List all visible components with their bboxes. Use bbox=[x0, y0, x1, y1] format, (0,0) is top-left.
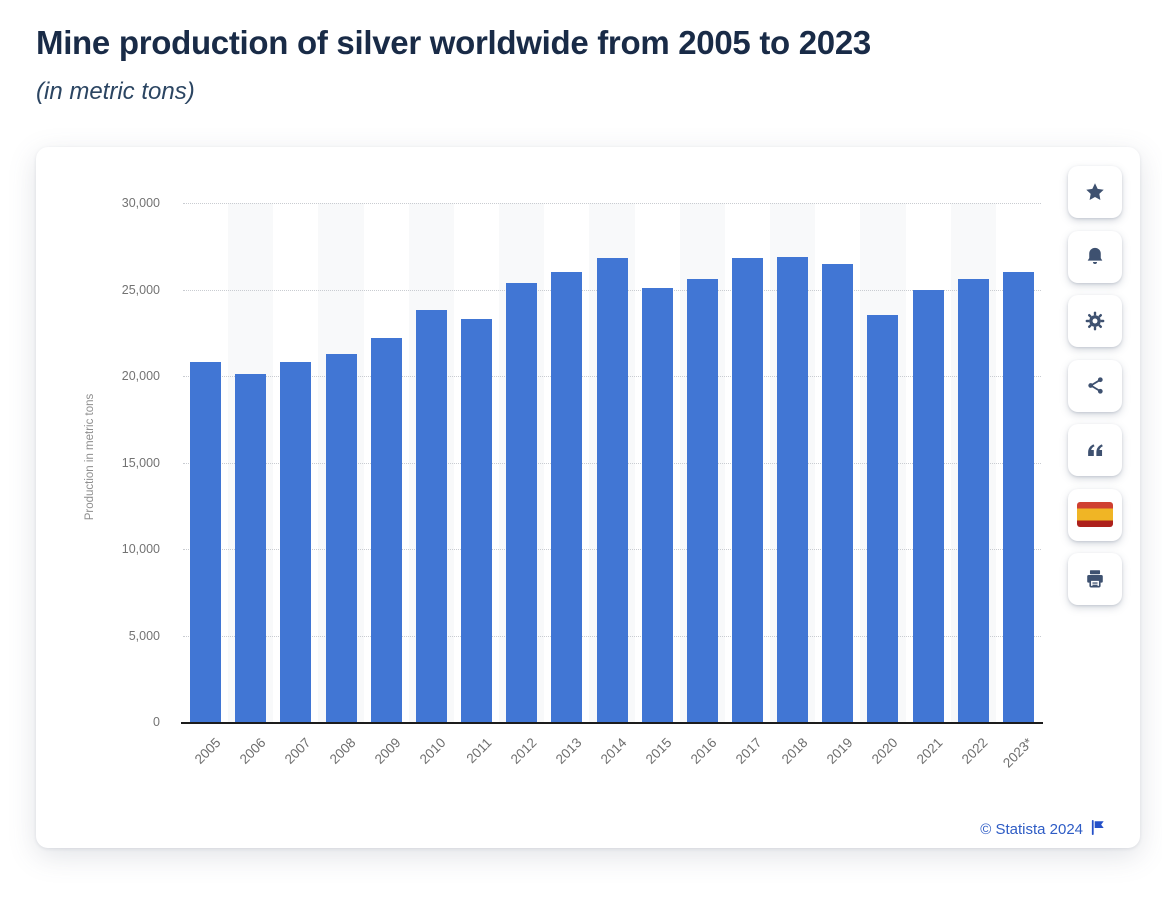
y-axis-tick-label: 20,000 bbox=[121, 369, 160, 383]
x-axis-label: 2018 bbox=[778, 735, 811, 767]
y-axis-tick-label: 30,000 bbox=[121, 196, 160, 210]
bar-2019[interactable] bbox=[822, 263, 854, 722]
bar-2015[interactable] bbox=[641, 287, 673, 722]
share-icon bbox=[1085, 375, 1106, 396]
y-axis-tick-label: 15,000 bbox=[121, 455, 160, 470]
bar-2008[interactable] bbox=[325, 353, 357, 722]
gear-icon bbox=[1084, 310, 1106, 332]
notifications-button[interactable] bbox=[1068, 230, 1122, 283]
bar-2007[interactable] bbox=[280, 362, 312, 722]
bar-2011[interactable] bbox=[461, 318, 493, 722]
x-axis-label: 2013 bbox=[552, 735, 585, 767]
x-axis-label: 2008 bbox=[326, 735, 359, 767]
bar-2013[interactable] bbox=[551, 272, 583, 722]
bar-2018[interactable] bbox=[777, 256, 809, 722]
statista-attribution-link[interactable]: © Statista 2024 bbox=[980, 819, 1105, 840]
y-axis-tick-label: 10,000 bbox=[121, 542, 160, 556]
x-axis-label: 2011 bbox=[462, 735, 495, 767]
y-axis-tick-label: 0 bbox=[153, 715, 160, 729]
x-axis-label: 2010 bbox=[417, 735, 449, 767]
bar-2012[interactable] bbox=[506, 282, 538, 722]
print-button[interactable] bbox=[1068, 553, 1122, 605]
y-axis-tick-label: 5,000 bbox=[128, 628, 160, 643]
x-axis-label: 2020 bbox=[868, 735, 901, 767]
report-flag-icon bbox=[1090, 819, 1105, 840]
star-icon bbox=[1084, 181, 1106, 203]
page-title: Mine production of silver worldwide from… bbox=[36, 24, 871, 61]
y-gridline bbox=[183, 203, 1041, 204]
chart-card: Production in metric tons 30,000 25,000 20… bbox=[36, 147, 1140, 848]
x-axis-label: 2016 bbox=[688, 735, 720, 767]
bar-2023[interactable] bbox=[1002, 272, 1034, 722]
spanish-version-button[interactable] bbox=[1068, 488, 1122, 541]
bar-2009[interactable] bbox=[370, 337, 402, 722]
x-axis-label: 2022 bbox=[959, 735, 991, 767]
x-axis-label: 2012 bbox=[507, 735, 540, 767]
x-axis-label: 2019 bbox=[823, 735, 856, 767]
x-axis-label: 2014 bbox=[597, 735, 630, 767]
x-axis-label: 2021 bbox=[913, 735, 946, 767]
page-subtitle: (in metric tons) bbox=[36, 78, 195, 105]
bar-2022[interactable] bbox=[957, 279, 989, 722]
bar-2020[interactable] bbox=[867, 315, 899, 722]
chart-toolbar bbox=[1068, 166, 1122, 605]
bell-icon bbox=[1084, 246, 1106, 268]
y-axis-title: Production in metric tons bbox=[84, 393, 96, 521]
y-axis-tick-label: 25,000 bbox=[121, 282, 160, 297]
x-axis-line bbox=[181, 722, 1043, 724]
bar-2006[interactable] bbox=[235, 374, 267, 722]
printer-icon bbox=[1084, 568, 1106, 590]
bar-2014[interactable] bbox=[596, 258, 628, 722]
x-axis-label: 2017 bbox=[733, 735, 766, 767]
cite-button[interactable] bbox=[1068, 424, 1122, 476]
x-axis-label: 2005 bbox=[191, 735, 224, 767]
quote-icon bbox=[1084, 439, 1106, 461]
attribution-text: © Statista 2024 bbox=[980, 821, 1083, 838]
bar-2016[interactable] bbox=[686, 279, 718, 722]
x-axis-label: 2007 bbox=[281, 735, 314, 767]
chart-plot: Production in metric tons 30,000 25,000 20… bbox=[36, 147, 1140, 848]
bar-2005[interactable] bbox=[190, 362, 222, 722]
share-button[interactable] bbox=[1068, 359, 1122, 412]
bar-2010[interactable] bbox=[415, 310, 447, 722]
x-axis-label: 2015 bbox=[642, 735, 675, 767]
settings-button[interactable] bbox=[1068, 295, 1122, 347]
x-axis-label: 2006 bbox=[236, 735, 269, 767]
page-header: Mine production of silver worldwide from… bbox=[36, 24, 1136, 106]
x-axis-label: 2009 bbox=[371, 735, 404, 767]
bar-2021[interactable] bbox=[912, 289, 944, 722]
favorite-button[interactable] bbox=[1068, 166, 1122, 218]
x-axis-label: 2023* bbox=[1000, 735, 1037, 771]
bar-2017[interactable] bbox=[731, 258, 763, 722]
spain-flag-icon bbox=[1077, 502, 1113, 527]
